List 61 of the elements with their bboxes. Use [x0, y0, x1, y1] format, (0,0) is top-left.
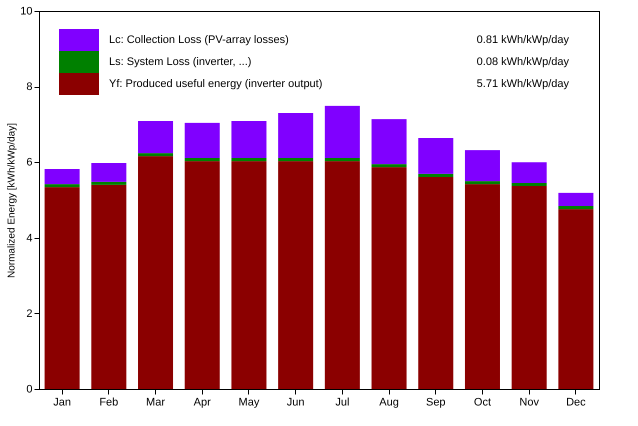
bar	[278, 158, 314, 162]
x-tick-label: May	[238, 396, 260, 408]
bar	[372, 167, 407, 389]
bar	[512, 186, 547, 389]
annotation: 0.81 kWh/kWp/day	[476, 34, 570, 46]
y-tick-label: 0	[26, 384, 32, 396]
bar	[558, 206, 594, 210]
bar	[464, 184, 500, 389]
y-tick-label: 6	[26, 156, 32, 169]
bar	[324, 158, 360, 162]
x-tick-label: Apr	[194, 396, 212, 408]
bar	[91, 184, 126, 389]
y-tick-label: 2	[26, 308, 32, 320]
x-tick-label: Aug	[379, 396, 399, 408]
y-axis-title: Normalized Energy [kWh/kWp/day]	[6, 122, 18, 278]
bar	[278, 113, 314, 158]
bar	[138, 156, 174, 389]
x-tick-label: Jul	[335, 396, 350, 408]
bar	[138, 153, 174, 156]
bar	[558, 192, 594, 206]
y-tick-label: 4	[26, 232, 32, 244]
bar	[512, 182, 547, 186]
bar	[184, 122, 220, 158]
x-tick-label: Oct	[474, 396, 492, 408]
bar	[231, 158, 266, 162]
bar	[418, 174, 454, 177]
bar	[372, 164, 407, 168]
bar	[464, 150, 500, 182]
bar	[278, 161, 314, 389]
bar	[464, 181, 500, 184]
bar	[558, 209, 594, 389]
y-tick-label: 10	[20, 6, 32, 18]
x-tick-label: Mar	[146, 396, 166, 408]
x-tick-label: Sep	[426, 396, 446, 408]
x-tick-label: Nov	[519, 396, 540, 408]
bar	[324, 161, 360, 389]
legend-label: Ls: System Loss (inverter, ...)	[109, 56, 252, 68]
bar	[418, 138, 454, 174]
bar	[512, 162, 547, 183]
bar	[91, 162, 126, 182]
y-tick-label: 8	[26, 81, 32, 94]
bar	[44, 184, 80, 188]
bar	[372, 119, 407, 164]
legend-label: Lc: Collection Loss (PV-array losses)	[109, 34, 289, 46]
x-tick-label: Feb	[99, 396, 118, 408]
bar	[138, 121, 174, 154]
x-tick-label: Jan	[53, 396, 71, 408]
bar	[44, 187, 80, 389]
bar	[184, 161, 220, 389]
legend-label: Yf: Produced useful energy (inverter output)	[109, 78, 322, 90]
bar	[231, 161, 266, 389]
bar	[44, 169, 80, 184]
x-tick-label: Dec	[566, 396, 586, 408]
bar	[231, 121, 266, 158]
bar	[91, 182, 126, 185]
bar	[418, 176, 454, 389]
bar	[184, 158, 220, 162]
bar	[324, 106, 360, 158]
annotation: 0.08 kWh/kWp/day	[476, 56, 570, 68]
annotation: 5.71 kWh/kWp/day	[476, 78, 570, 90]
x-tick-label: Jun	[286, 396, 305, 408]
